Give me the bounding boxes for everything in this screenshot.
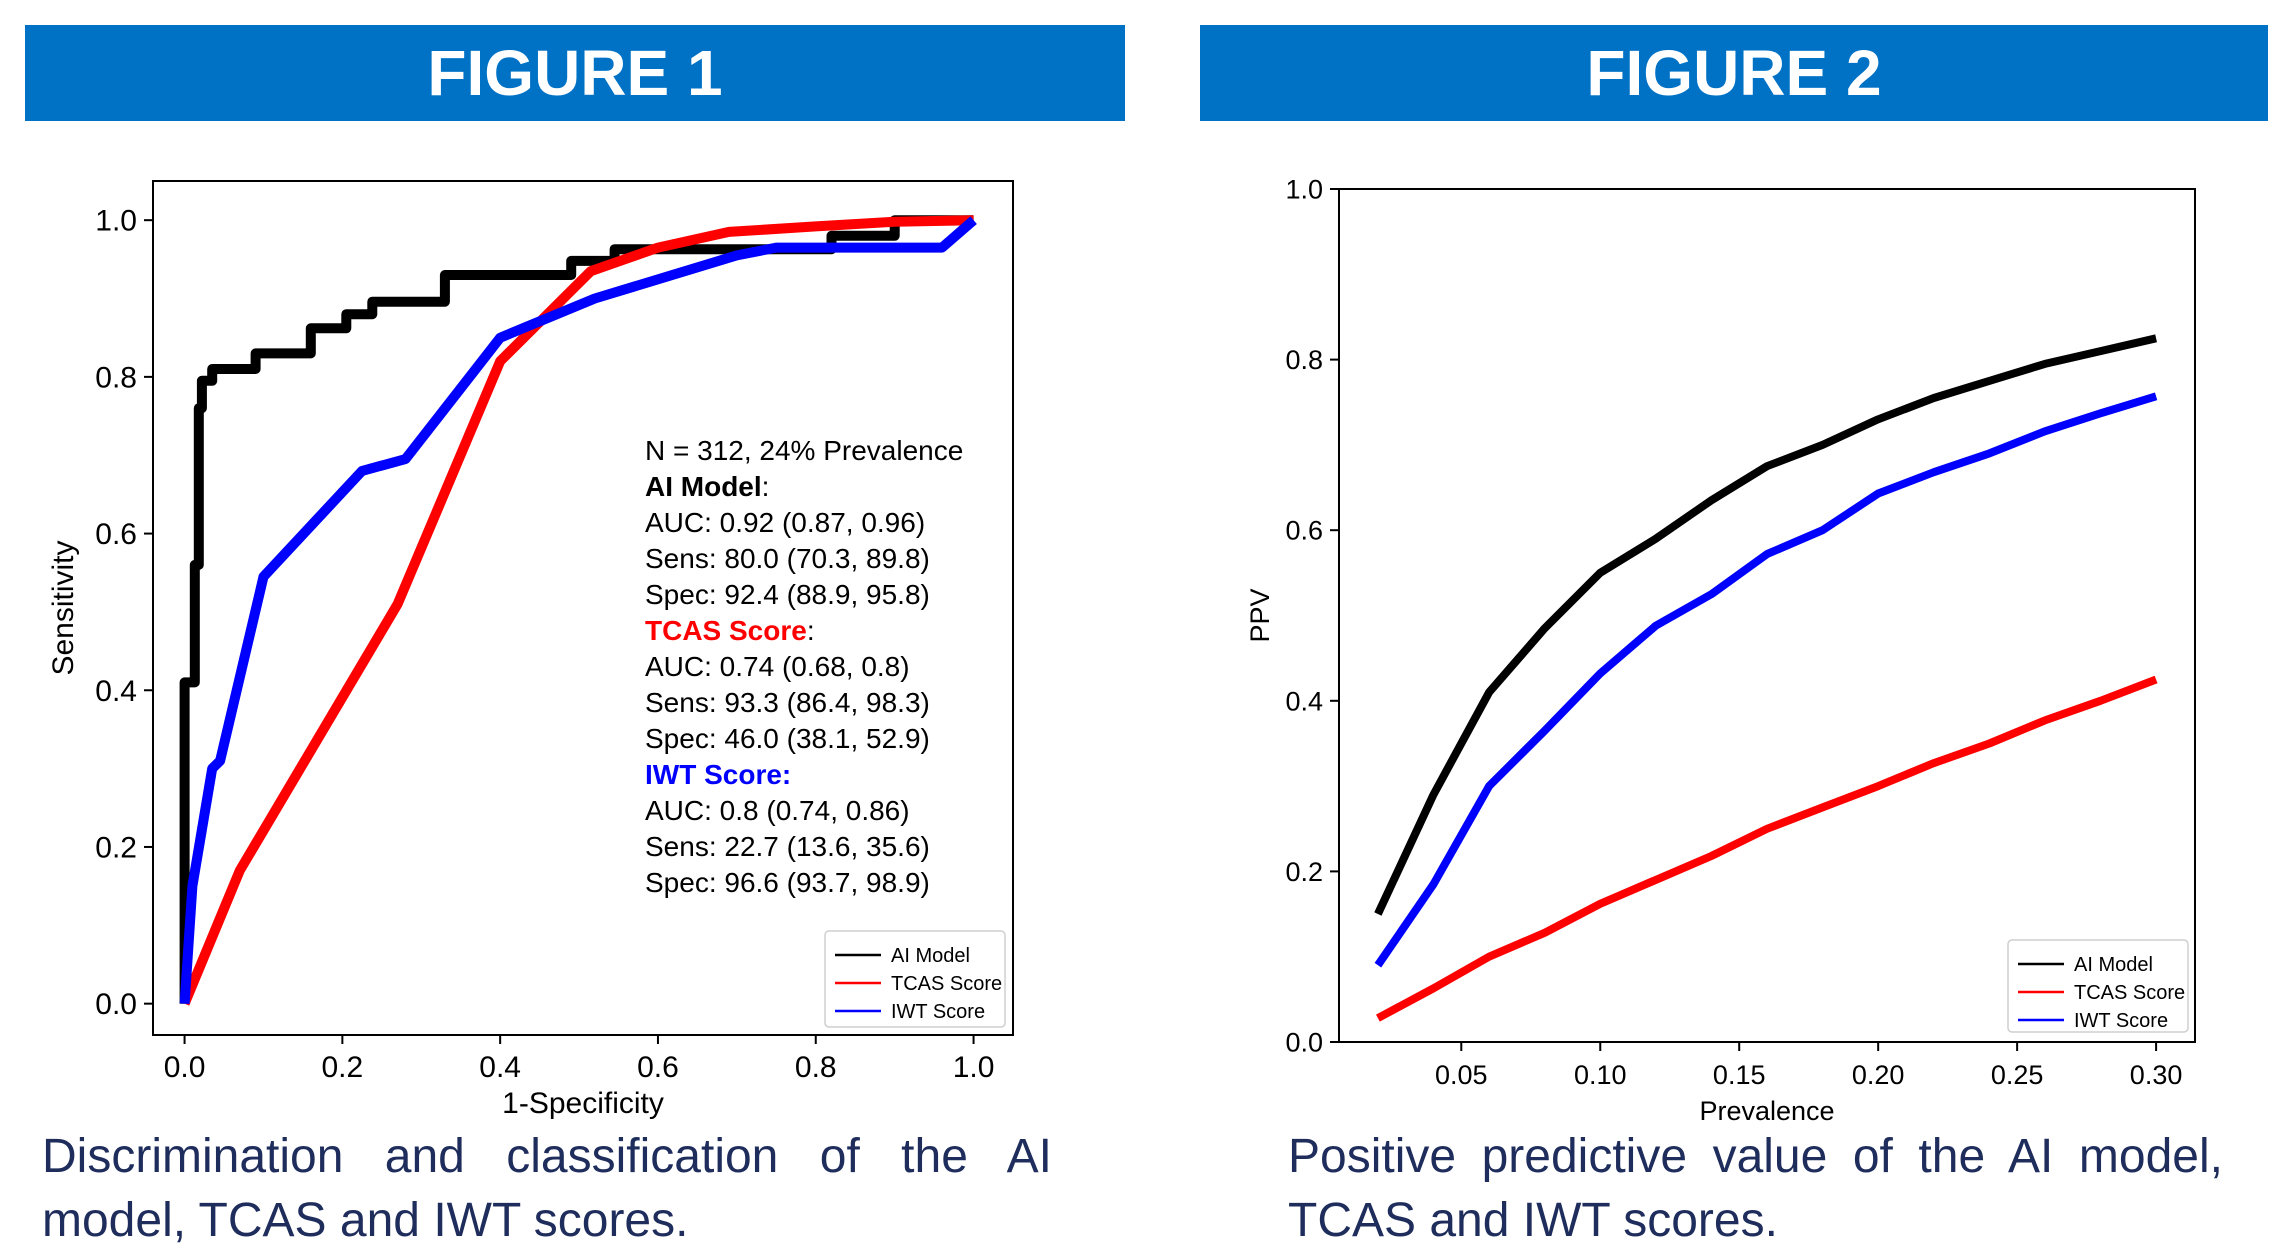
x-tick-label: 0.20 — [1852, 1060, 1905, 1090]
series-line-ai-model — [179, 215, 974, 1004]
figure-1-banner: FIGURE 1 — [25, 25, 1125, 121]
legend-label: TCAS Score — [891, 973, 1002, 995]
annotation-line: AUC: 0.74 (0.68, 0.8) — [645, 651, 910, 682]
annotation-line: Spec: 92.4 (88.9, 95.8) — [645, 579, 930, 610]
plot-frame — [1338, 188, 2196, 1043]
y-tick-label: 0.8 — [1285, 345, 1323, 375]
figure-2-caption: Positive predictive value of the AI mode… — [1288, 1130, 2223, 1247]
series-line-iwt-score — [1374, 392, 2158, 968]
legend-label: AI Model — [891, 945, 970, 967]
y-tick-label: 0.2 — [95, 831, 137, 864]
y-tick-label: 0.6 — [95, 518, 137, 551]
y-tick-label: 0.2 — [1285, 857, 1323, 887]
x-tick-label: 0.2 — [321, 1051, 363, 1084]
annotation-line: Spec: 96.6 (93.7, 98.9) — [645, 867, 930, 898]
x-tick-label: 0.30 — [2130, 1060, 2183, 1090]
x-tick-label: 0.15 — [1713, 1060, 1766, 1090]
x-tick-label: 0.25 — [1991, 1060, 2044, 1090]
figure-1-caption: Discrimination and classification of the… — [42, 1130, 1052, 1247]
y-tick-label: 0.0 — [95, 988, 137, 1021]
series-line-ai-model — [1374, 334, 2157, 916]
legend-label: IWT Score — [2074, 1010, 2168, 1032]
x-tick-label: 0.0 — [164, 1051, 206, 1084]
y-tick-label: 1.0 — [95, 205, 137, 238]
x-tick-label: 0.05 — [1435, 1060, 1488, 1090]
x-tick-label: 0.4 — [479, 1051, 521, 1084]
series-line-iwt-score — [179, 216, 977, 1005]
annotation-line: AUC: 0.92 (0.87, 0.96) — [645, 507, 925, 538]
series-line-tcas-score — [1376, 675, 2158, 1022]
y-axis-label: Sensitivity — [47, 540, 80, 675]
series-line-tcas-score — [179, 215, 974, 1006]
figure-2-banner: FIGURE 2 — [1200, 25, 2268, 121]
legend-label: TCAS Score — [2074, 982, 2185, 1004]
annotation-line: AUC: 0.8 (0.74, 0.86) — [645, 795, 910, 826]
x-tick-label: 0.8 — [795, 1051, 837, 1084]
annotation-group-title: AI Model: — [645, 471, 769, 502]
annotation-group-title: IWT Score: — [645, 759, 791, 790]
y-tick-label: 0.0 — [1285, 1027, 1323, 1057]
y-tick-label: 0.8 — [95, 361, 137, 394]
x-axis-label: 1-Specificity — [502, 1087, 664, 1120]
legend-label: AI Model — [2074, 954, 2153, 976]
y-tick-label: 0.4 — [95, 675, 137, 708]
legend-label: IWT Score — [891, 1001, 985, 1023]
annotation-line: Sens: 22.7 (13.6, 35.6) — [645, 831, 930, 862]
y-tick-label: 0.6 — [1285, 516, 1323, 546]
annotation-header: N = 312, 24% Prevalence — [645, 435, 963, 466]
x-tick-label: 0.6 — [637, 1051, 679, 1084]
annotation-line: Sens: 80.0 (70.3, 89.8) — [645, 543, 930, 574]
x-axis-label: Prevalence — [1699, 1096, 1834, 1126]
annotation-line: Spec: 46.0 (38.1, 52.9) — [645, 723, 930, 754]
roc-chart: 0.0 0.2 0.4 0.6 0.8 1.0 0.0 0.2 0.4 0.6 0.8 1.0 1-Sp… — [47, 180, 1014, 1120]
ppv-chart: 0.05 0.10 0.15 0.20 0.25 0.30 0.0 0.2 0.4 0.6 0.8 1… — [1245, 174, 2196, 1126]
annotation-group-title: TCAS Score: — [645, 615, 815, 646]
y-tick-label: 1.0 — [1285, 174, 1323, 204]
x-tick-label: 0.10 — [1574, 1060, 1627, 1090]
y-axis-label: PPV — [1245, 588, 1275, 642]
plot-frame — [152, 180, 1014, 1036]
annotation-line: Sens: 93.3 (86.4, 98.3) — [645, 687, 930, 718]
y-tick-label: 0.4 — [1285, 686, 1323, 716]
x-tick-label: 1.0 — [953, 1051, 995, 1084]
